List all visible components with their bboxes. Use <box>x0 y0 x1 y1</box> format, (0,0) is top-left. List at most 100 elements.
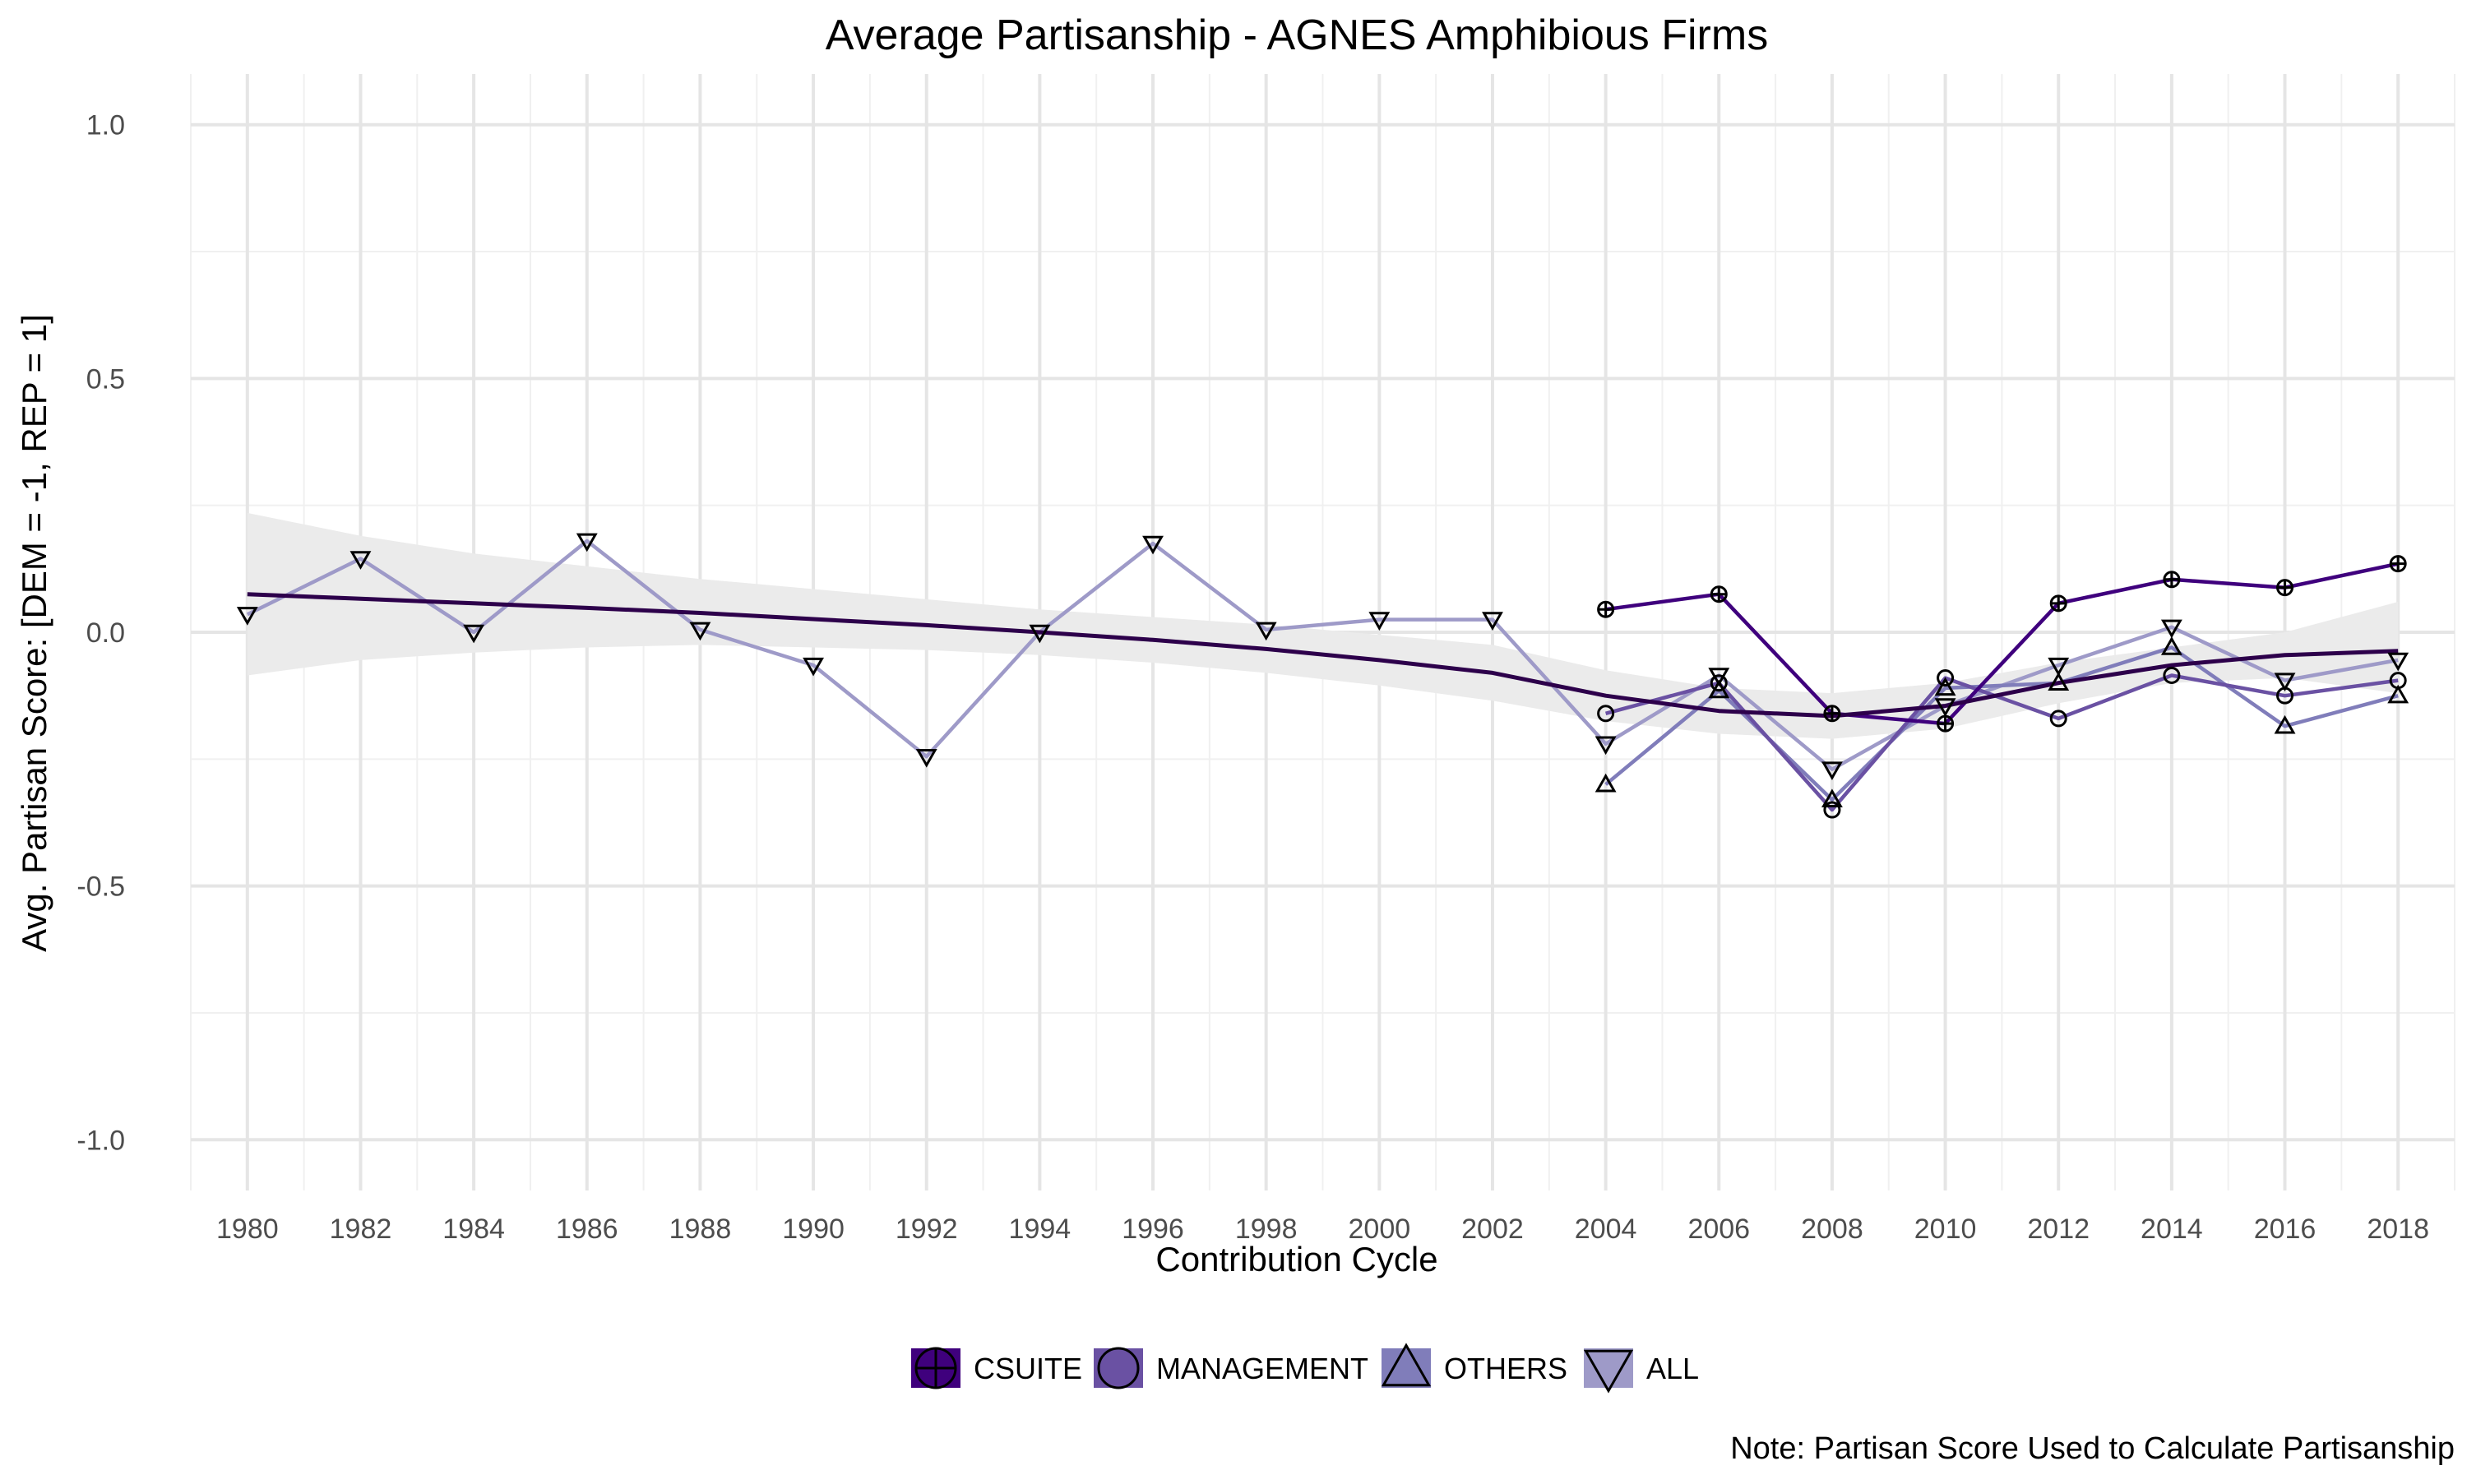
marker-layer <box>236 533 2409 819</box>
x-tick-label: 1998 <box>1235 1214 1298 1245</box>
data-point-csuite <box>2276 579 2294 597</box>
x-tick-label: 2002 <box>1461 1214 1524 1245</box>
series-layer <box>246 539 2399 812</box>
legend-key-csuite <box>914 1347 957 1389</box>
x-tick-label: 2018 <box>2367 1214 2429 1245</box>
data-point-management <box>2049 710 2067 728</box>
data-point-all <box>2048 657 2070 677</box>
x-tick-label: 1986 <box>556 1214 618 1245</box>
x-tick-label: 2016 <box>2254 1214 2317 1245</box>
data-point-csuite <box>1710 585 1728 603</box>
data-point-csuite <box>1937 714 1955 733</box>
data-point-others <box>2274 714 2296 734</box>
data-point-others <box>2048 672 2070 691</box>
data-point-csuite <box>2163 571 2181 589</box>
legend-swatch <box>1584 1348 1633 1388</box>
legend-swatch <box>1094 1348 1143 1388</box>
data-point-all <box>236 607 258 626</box>
data-point-csuite <box>1823 705 1841 723</box>
data-point-all <box>803 657 825 677</box>
legend: CSUITE MANAGEMENT OTHERS ALL <box>911 1343 1699 1394</box>
legend-item-csuite: CSUITE <box>911 1347 1082 1389</box>
y-axis-title: Avg. Partisan Score: [DEM = -1, REP = 1] <box>15 314 53 952</box>
data-point-all <box>689 622 711 641</box>
x-tick-label: 1996 <box>1122 1214 1184 1245</box>
data-point-csuite <box>2389 555 2407 573</box>
grid-layer <box>190 74 2455 1190</box>
series-line-management <box>1605 673 2399 812</box>
series-line-others <box>1604 645 2399 802</box>
data-point-management <box>2163 666 2181 684</box>
data-point-all <box>1368 612 1391 631</box>
x-tick-label: 2010 <box>1914 1214 1977 1245</box>
data-point-others <box>1934 677 1956 696</box>
smooth-line-layer <box>247 592 2399 719</box>
data-point-all <box>1029 624 1051 644</box>
y-tick-label: -0.5 <box>76 871 125 903</box>
data-point-all <box>576 533 598 552</box>
legend-label: ALL <box>1646 1352 1699 1385</box>
x-tick-label: 1980 <box>216 1214 279 1245</box>
data-point-all <box>1255 622 1277 641</box>
data-point-all <box>2387 652 2409 672</box>
data-point-others <box>1821 788 1843 807</box>
legend-label: OTHERS <box>1444 1352 1567 1385</box>
data-point-all <box>349 551 372 570</box>
data-point-all <box>463 624 485 644</box>
legend-item-all: ALL <box>1583 1348 1699 1394</box>
legend-key-all <box>1583 1349 1634 1394</box>
tick-label-layer: 1980 1982 1984 1986 1988 1990 1992 1994 1996 1998… <box>76 110 2429 1245</box>
smooth-trend-line <box>247 592 2399 719</box>
legend-key-others <box>1381 1343 1432 1387</box>
y-tick-label: 0.0 <box>86 617 125 649</box>
x-tick-label: 2000 <box>1349 1214 1411 1245</box>
data-point-all <box>1482 612 1503 631</box>
x-tick-label: 2014 <box>2141 1214 2203 1245</box>
x-tick-label: 2004 <box>1575 1214 1637 1245</box>
chart-title: Average Partisanship - AGNES Amphibious … <box>826 12 1768 59</box>
x-tick-label: 1990 <box>782 1214 845 1245</box>
legend-swatch <box>1382 1348 1431 1388</box>
data-point-all <box>1934 698 1956 717</box>
series-line-csuite <box>1605 562 2399 726</box>
data-point-management <box>1823 801 1841 819</box>
x-tick-label: 1994 <box>1009 1214 1072 1245</box>
legend-label: CSUITE <box>974 1352 1082 1385</box>
data-point-others <box>1595 773 1617 793</box>
x-axis-title: Contribution Cycle <box>1155 1240 1437 1278</box>
data-point-csuite <box>2049 594 2067 613</box>
y-tick-label: 0.5 <box>86 363 125 395</box>
legend-item-others: OTHERS <box>1381 1343 1567 1388</box>
series-line-all <box>246 539 2399 771</box>
x-tick-label: 1992 <box>896 1214 958 1245</box>
data-point-all <box>1595 736 1617 756</box>
caption-note: Note: Partisan Score Used to Calculate P… <box>1730 1431 2455 1466</box>
x-tick-label: 2012 <box>2027 1214 2090 1245</box>
legend-item-management: MANAGEMENT <box>1094 1347 1368 1389</box>
data-point-others <box>2387 684 2409 704</box>
data-point-all <box>2274 673 2296 692</box>
data-point-management <box>1710 674 1728 692</box>
data-point-management <box>1597 705 1615 723</box>
legend-key-management <box>1097 1347 1140 1389</box>
y-tick-label: 1.0 <box>86 110 125 141</box>
data-point-others <box>2160 636 2182 655</box>
data-point-all <box>1821 761 1843 781</box>
data-point-csuite <box>1597 600 1615 618</box>
y-tick-label: -1.0 <box>76 1125 125 1156</box>
confidence-band <box>247 512 2399 739</box>
data-point-all <box>1142 535 1164 555</box>
x-tick-label: 2006 <box>1687 1214 1750 1245</box>
data-point-management <box>2276 687 2294 705</box>
confidence-band-layer <box>247 512 2399 739</box>
data-point-management <box>2389 672 2407 690</box>
x-tick-label: 1988 <box>669 1214 732 1245</box>
x-tick-label: 1984 <box>442 1214 505 1245</box>
x-tick-label: 1982 <box>330 1214 392 1245</box>
data-point-management <box>1937 669 1955 687</box>
data-point-all <box>2160 619 2182 639</box>
data-point-all <box>915 748 937 768</box>
legend-label: MANAGEMENT <box>1156 1352 1368 1385</box>
